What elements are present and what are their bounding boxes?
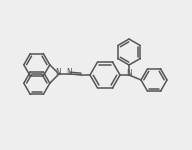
Text: N: N (56, 68, 61, 77)
Text: N: N (127, 69, 132, 78)
Text: N: N (67, 68, 72, 77)
